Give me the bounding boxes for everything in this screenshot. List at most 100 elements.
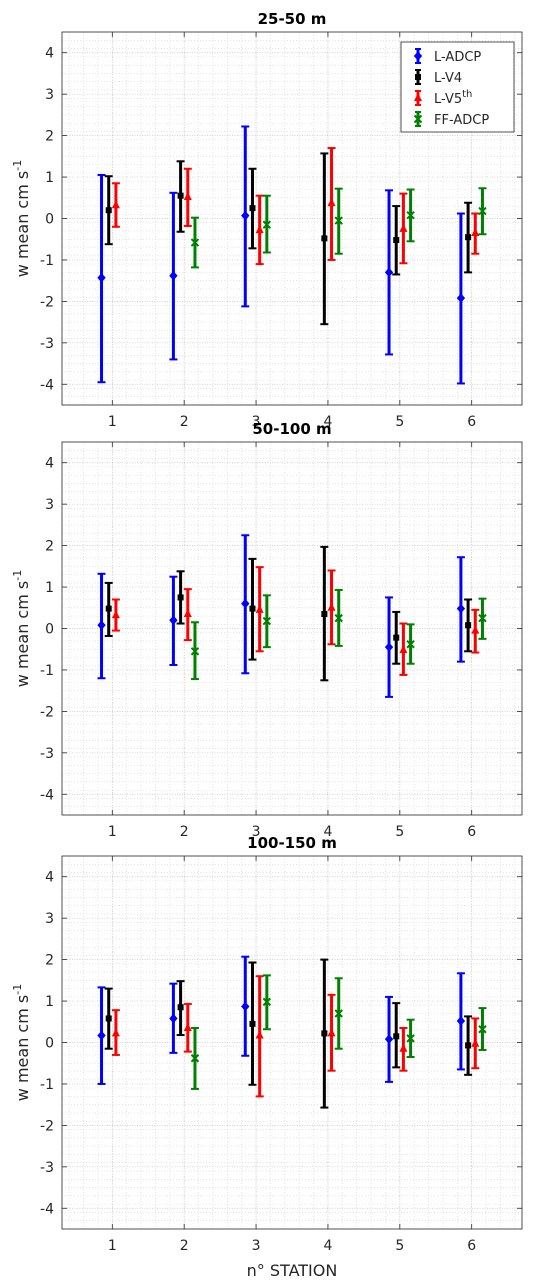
y-tick-label: 1 xyxy=(45,170,54,186)
x-tick-label: 6 xyxy=(467,414,476,430)
series-l-v5th xyxy=(111,147,480,266)
y-tick-label: 3 xyxy=(45,497,54,513)
marker-triangle xyxy=(327,602,336,611)
x-tick-label: 3 xyxy=(252,1238,261,1254)
x-tick-label: 6 xyxy=(467,1238,476,1254)
y-tick-label: -1 xyxy=(40,1077,54,1093)
marker-square xyxy=(393,634,400,641)
marker-x xyxy=(262,616,272,626)
tick-marks xyxy=(62,856,522,1229)
marker-square xyxy=(465,622,472,629)
marker-x xyxy=(406,640,415,649)
marker-x xyxy=(262,997,272,1007)
x-tick-label: 1 xyxy=(108,1238,117,1254)
x-tick-label: 5 xyxy=(395,824,404,840)
marker-triangle xyxy=(111,610,120,619)
legend-label-text: L-V5 xyxy=(434,92,462,107)
x-tick-label: 2 xyxy=(180,1238,189,1254)
x-tick-label: 3 xyxy=(252,824,261,840)
marker-triangle xyxy=(414,93,422,101)
x-tick-label: 5 xyxy=(395,1238,404,1254)
marker-x xyxy=(190,647,200,656)
series-l-v4 xyxy=(104,152,473,326)
x-tick-label: 1 xyxy=(108,414,117,430)
marker-square xyxy=(393,1033,400,1040)
y-tick-label: -4 xyxy=(40,787,54,803)
chart-panel-3: 100-150 m -4 -3 -2 -1 0 1 2 3 4 1 2 3 4 5 6 w mean cm s-… xyxy=(11,834,523,1254)
marker-triangle xyxy=(399,1043,408,1052)
y-tick-label: -2 xyxy=(40,294,54,310)
marker-x xyxy=(478,206,487,216)
series-l-adcp xyxy=(97,955,466,1085)
chart-title: 100-150 m xyxy=(247,834,337,852)
marker-triangle xyxy=(111,200,120,209)
marker-triangle xyxy=(183,608,192,617)
y-axis-label: w mean cm s-1 xyxy=(11,984,32,1101)
marker-triangle xyxy=(399,645,408,654)
marker-diamond xyxy=(241,1001,250,1012)
marker-square xyxy=(177,594,184,601)
marker-diamond xyxy=(169,615,178,625)
marker-x xyxy=(478,1025,487,1034)
legend-item-l-v4: L-V4 xyxy=(415,69,462,86)
marker-diamond xyxy=(456,603,466,614)
y-tick-label: 3 xyxy=(45,911,54,927)
marker-diamond xyxy=(384,1034,394,1044)
legend-label-sup: th xyxy=(462,89,472,100)
x-tick-label: 4 xyxy=(323,414,332,430)
marker-x xyxy=(334,216,343,225)
y-tick-label: -4 xyxy=(40,377,54,393)
tick-marks xyxy=(62,32,522,405)
x-tick-label: 4 xyxy=(323,824,332,840)
series-l-v4 xyxy=(104,545,473,682)
marker-triangle xyxy=(255,225,264,234)
legend-item-l-adcp: L-ADCP xyxy=(413,48,481,65)
series-l-v5th xyxy=(111,975,480,1098)
series-l-v5th xyxy=(111,566,480,676)
y-tick-label: -3 xyxy=(40,1160,54,1176)
y-axis-label-main: w mean cm s xyxy=(13,171,32,277)
y-tick-label: 3 xyxy=(45,87,54,103)
series-l-adcp xyxy=(97,534,466,698)
marker-diamond xyxy=(384,642,394,652)
legend-label-text: FF-ADCP xyxy=(434,113,489,128)
marker-diamond xyxy=(241,210,250,221)
legend-label-text: L-V4 xyxy=(434,71,462,86)
y-tick-label: 2 xyxy=(45,539,54,555)
legend-item-ff-adcp: FF-ADCP xyxy=(413,111,489,128)
major-grid xyxy=(62,442,522,815)
series-l-v4 xyxy=(104,958,473,1109)
marker-square xyxy=(249,605,256,612)
marker-square xyxy=(321,1030,328,1037)
x-tick-label: 3 xyxy=(252,414,261,430)
y-tick-label: -2 xyxy=(40,1118,54,1134)
y-axis-label-exponent: -1 xyxy=(11,570,24,581)
series-l-adcp xyxy=(97,125,466,385)
marker-square xyxy=(177,192,184,199)
marker-x xyxy=(334,1009,343,1018)
x-tick-label: 4 xyxy=(323,1238,332,1254)
marker-x xyxy=(334,613,343,623)
y-tick-label: -1 xyxy=(40,253,54,269)
marker-diamond xyxy=(241,598,250,609)
y-axis-label-exponent: -1 xyxy=(11,984,24,995)
marker-triangle xyxy=(471,625,480,634)
y-axis-label: w mean cm s-1 xyxy=(11,570,32,687)
marker-square xyxy=(321,610,328,617)
legend-label: FF-ADCP xyxy=(434,113,489,128)
y-tick-label: -1 xyxy=(40,663,54,679)
y-tick-label: 0 xyxy=(45,212,54,228)
legend-label: L-ADCP xyxy=(434,50,481,65)
legend: L-ADCP L-V4 L-V5th FF-ADCP xyxy=(400,41,515,133)
marker-triangle xyxy=(471,228,480,237)
y-tick-label: 0 xyxy=(45,1036,54,1052)
x-tick-label: 5 xyxy=(395,414,404,430)
marker-diamond xyxy=(456,293,466,303)
marker-square xyxy=(393,237,400,244)
tick-marks xyxy=(62,442,522,815)
legend-label: L-V4 xyxy=(434,71,462,86)
chart-title: 25-50 m xyxy=(258,10,327,28)
y-axis-label-main: w mean cm s xyxy=(13,581,32,687)
